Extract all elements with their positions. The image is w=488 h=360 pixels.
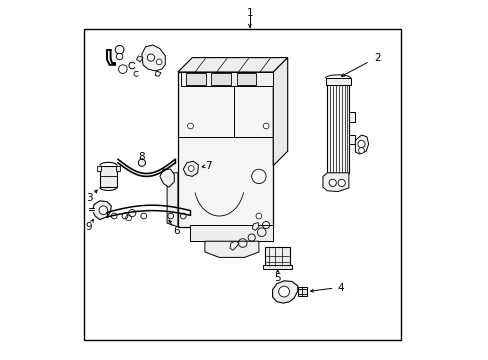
Text: 5: 5 (274, 273, 281, 283)
Circle shape (187, 123, 193, 129)
Bar (181, 72, 273, 86)
Polygon shape (160, 169, 174, 187)
Bar (186, 73, 205, 85)
Polygon shape (322, 173, 348, 192)
Circle shape (278, 286, 289, 297)
Circle shape (116, 53, 122, 60)
Bar (326, 83, 348, 173)
Text: 6: 6 (172, 226, 179, 236)
Polygon shape (273, 58, 287, 166)
Circle shape (328, 179, 336, 186)
Polygon shape (230, 241, 239, 250)
Text: 3: 3 (85, 193, 92, 203)
Bar (348, 112, 355, 122)
Polygon shape (92, 201, 111, 220)
Polygon shape (252, 222, 258, 230)
Circle shape (99, 206, 107, 215)
Circle shape (256, 213, 261, 219)
Polygon shape (142, 45, 165, 71)
Bar (84, 29, 400, 340)
Bar (265, 247, 289, 267)
Text: 8: 8 (138, 152, 145, 162)
Circle shape (138, 159, 145, 166)
Bar (263, 265, 291, 269)
Circle shape (263, 123, 268, 129)
Bar (211, 73, 231, 85)
Circle shape (358, 148, 364, 153)
Bar (297, 287, 306, 296)
Polygon shape (167, 173, 178, 227)
Polygon shape (136, 56, 142, 62)
Polygon shape (155, 71, 161, 76)
Bar (236, 73, 256, 85)
Text: 1: 1 (246, 8, 253, 18)
Bar (348, 135, 355, 144)
Text: 9: 9 (85, 222, 92, 232)
Text: 2: 2 (374, 53, 380, 63)
Text: 7: 7 (205, 161, 211, 171)
Circle shape (357, 140, 365, 148)
Bar (100, 166, 117, 187)
Bar (97, 166, 101, 171)
Circle shape (337, 179, 345, 186)
Polygon shape (204, 241, 258, 257)
Polygon shape (183, 161, 198, 176)
Circle shape (188, 166, 194, 171)
Polygon shape (355, 135, 368, 154)
Bar (325, 78, 350, 85)
Text: 4: 4 (337, 283, 344, 293)
Bar (190, 225, 273, 241)
Polygon shape (178, 58, 287, 72)
Circle shape (156, 59, 162, 65)
Bar (178, 72, 273, 227)
Polygon shape (272, 281, 297, 303)
Bar (115, 166, 120, 171)
Circle shape (147, 54, 154, 61)
